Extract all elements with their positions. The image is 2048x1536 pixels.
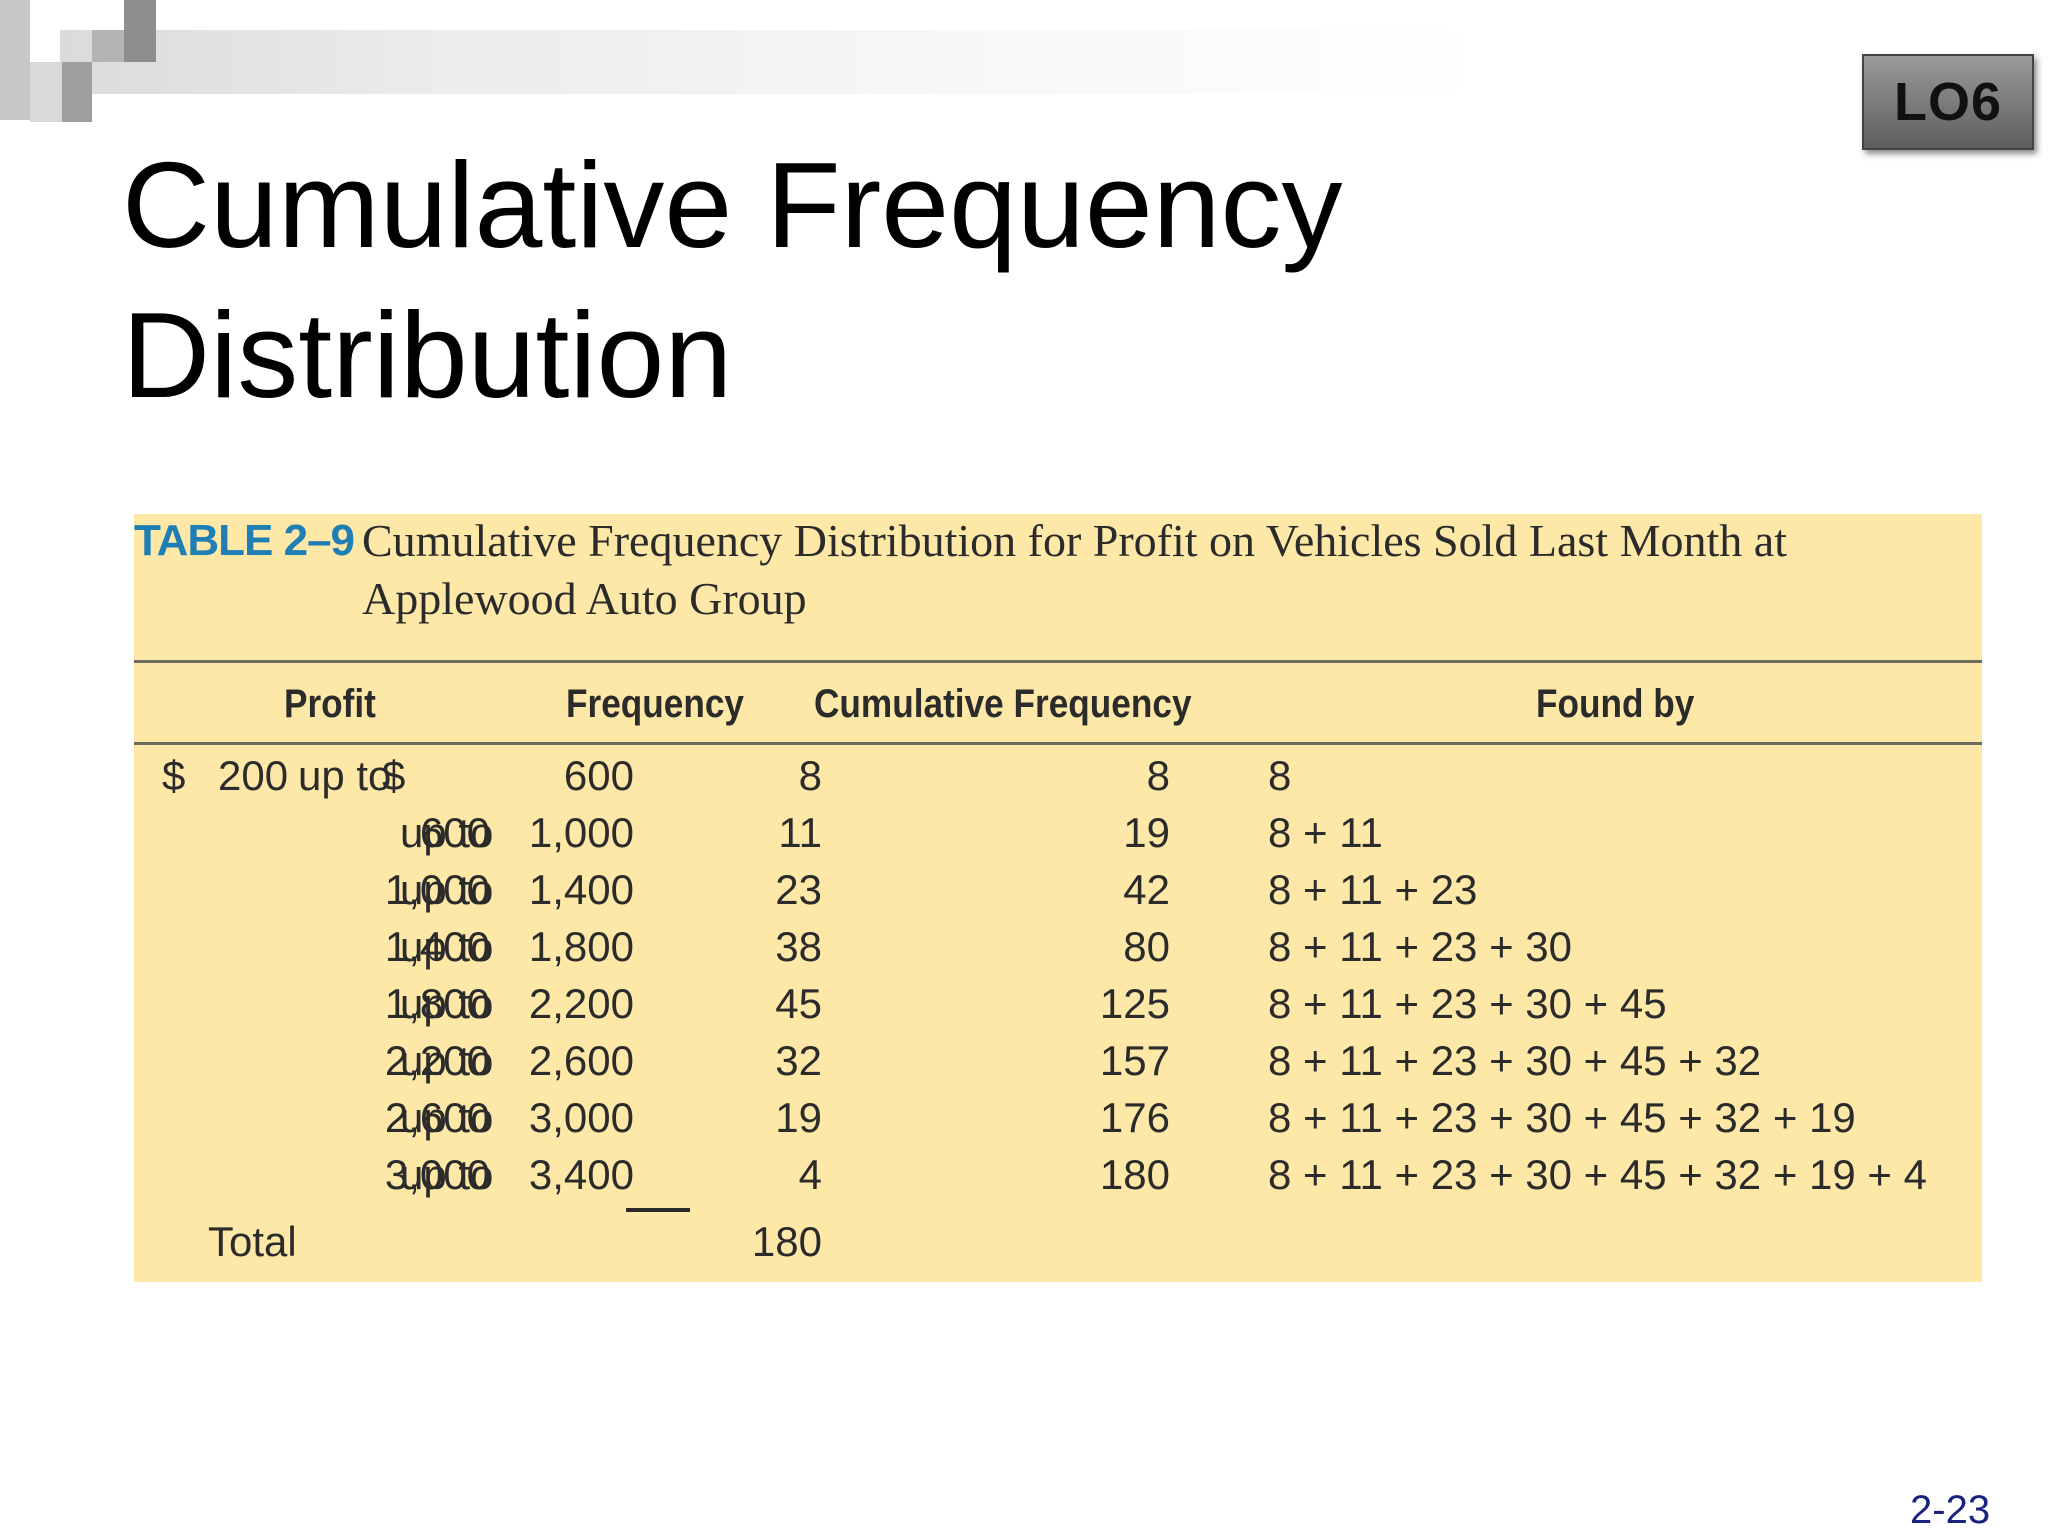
header-found-by: Found by <box>1536 682 1695 726</box>
cumulative-value: 80 <box>1123 923 1170 970</box>
profit-lower: 2,200 <box>384 1037 490 1084</box>
profit-lower: 1,000 <box>384 866 490 913</box>
header-cumulative-frequency: Cumulative Frequency <box>814 682 1192 726</box>
profit-upper: 3,000 <box>528 1094 634 1141</box>
profit-lower: 2,600 <box>384 1094 490 1141</box>
table-row: 2,600 up to 3,000 19 176 8 + 11 + 23 + 3… <box>134 1094 1982 1151</box>
total-underline <box>626 1208 690 1212</box>
page-title: Cumulative Frequency Distribution <box>122 130 1722 430</box>
frequency-value: 8 <box>798 752 822 799</box>
table-row: 1,800 up to 2,200 45 125 8 + 11 + 23 + 3… <box>134 980 1982 1037</box>
table-row: 1,000 up to 1,400 23 42 8 + 11 + 23 <box>134 866 1982 923</box>
header-band <box>0 30 1480 94</box>
page-title-line-2: Distribution <box>122 287 733 423</box>
profit-up-to: up to <box>298 752 392 799</box>
profit-upper: 3,400 <box>528 1151 634 1198</box>
profit-up-to: up to <box>400 866 494 913</box>
cumulative-value: 8 <box>1146 752 1170 799</box>
cumulative-value: 125 <box>1099 980 1170 1027</box>
profit-dollar-sign: $ <box>162 752 186 799</box>
table-title-line-1: Cumulative Frequency Distribution for Pr… <box>362 515 1787 566</box>
total-frequency: 180 <box>751 1218 822 1265</box>
found-by-value: 8 + 11 + 23 <box>1268 866 1478 913</box>
table-row: $ 200 up to $ 600 8 8 8 <box>134 752 1982 809</box>
found-by-value: 8 + 11 + 23 + 30 <box>1268 923 1572 970</box>
profit-lower: 1,400 <box>384 923 490 970</box>
table-header-rule <box>134 742 1982 745</box>
frequency-value: 11 <box>778 809 822 856</box>
profit-upper: 600 <box>563 752 634 799</box>
frequency-value: 23 <box>775 866 822 913</box>
decor-square <box>30 62 62 122</box>
learning-objective-badge: LO6 <box>1862 54 2034 150</box>
profit-up-to: up to <box>400 923 494 970</box>
table-row: 1,400 up to 1,800 38 80 8 + 11 + 23 + 30 <box>134 923 1982 980</box>
profit-up-to: up to <box>400 809 494 856</box>
found-by-value: 8 + 11 <box>1268 809 1383 856</box>
profit-lower: 3,000 <box>384 1151 490 1198</box>
profit-upper: 1,800 <box>528 923 634 970</box>
found-by-value: 8 + 11 + 23 + 30 + 45 <box>1268 980 1667 1027</box>
table-number: TABLE 2–9 <box>134 516 355 565</box>
table-total-row: Total 180 <box>134 1218 1982 1275</box>
cumulative-value: 176 <box>1099 1094 1170 1141</box>
profit-up-to: up to <box>400 1151 494 1198</box>
page-title-line-1: Cumulative Frequency <box>122 137 1343 273</box>
table-title-line-2: Applewood Auto Group <box>362 573 807 624</box>
header-frequency: Frequency <box>566 682 745 726</box>
frequency-value: 38 <box>775 923 822 970</box>
table-caption: TABLE 2–9 Cumulative Frequency Distribut… <box>134 514 1982 654</box>
header-profit: Profit <box>284 682 376 726</box>
cumulative-value: 19 <box>1123 809 1170 856</box>
cumulative-value: 157 <box>1099 1037 1170 1084</box>
found-by-value: 8 + 11 + 23 + 30 + 45 + 32 + 19 <box>1268 1094 1856 1141</box>
profit-dollar-sign: $ <box>382 752 406 799</box>
decor-square <box>92 30 124 62</box>
table-title: Cumulative Frequency Distribution for Pr… <box>362 512 1962 628</box>
profit-lower: 1,800 <box>384 980 490 1027</box>
frequency-value: 4 <box>798 1151 822 1198</box>
cumulative-value: 42 <box>1123 866 1170 913</box>
table-row: 3,000 up to 3,400 4 180 8 + 11 + 23 + 30… <box>134 1151 1982 1208</box>
cumulative-frequency-table: TABLE 2–9 Cumulative Frequency Distribut… <box>134 514 1982 1282</box>
profit-up-to: up to <box>400 1094 494 1141</box>
table-row: 2,200 up to 2,600 32 157 8 + 11 + 23 + 3… <box>134 1037 1982 1094</box>
decor-square <box>30 30 60 62</box>
table-top-rule <box>134 660 1982 663</box>
profit-upper: 2,600 <box>528 1037 634 1084</box>
profit-lower: 200 <box>218 752 289 799</box>
slide-number: 2-23 <box>1910 1488 1991 1532</box>
decor-square <box>62 62 92 122</box>
frequency-value: 19 <box>775 1094 822 1141</box>
profit-upper: 2,200 <box>528 980 634 1027</box>
profit-up-to: up to <box>400 1037 494 1084</box>
profit-lower: 600 <box>419 809 490 856</box>
total-label: Total <box>208 1218 297 1265</box>
decor-square <box>124 0 156 62</box>
found-by-value: 8 + 11 + 23 + 30 + 45 + 32 + 19 + 4 <box>1268 1151 1927 1198</box>
found-by-value: 8 <box>1268 752 1292 799</box>
frequency-value: 45 <box>775 980 822 1027</box>
decor-square <box>0 0 30 120</box>
profit-upper: 1,000 <box>528 809 634 856</box>
frequency-value: 32 <box>775 1037 822 1084</box>
cumulative-value: 180 <box>1099 1151 1170 1198</box>
profit-upper: 1,400 <box>528 866 634 913</box>
found-by-value: 8 + 11 + 23 + 30 + 45 + 32 <box>1268 1037 1762 1084</box>
table-row: 600 up to 1,000 11 19 8 + 11 <box>134 809 1982 866</box>
profit-up-to: up to <box>400 980 494 1027</box>
